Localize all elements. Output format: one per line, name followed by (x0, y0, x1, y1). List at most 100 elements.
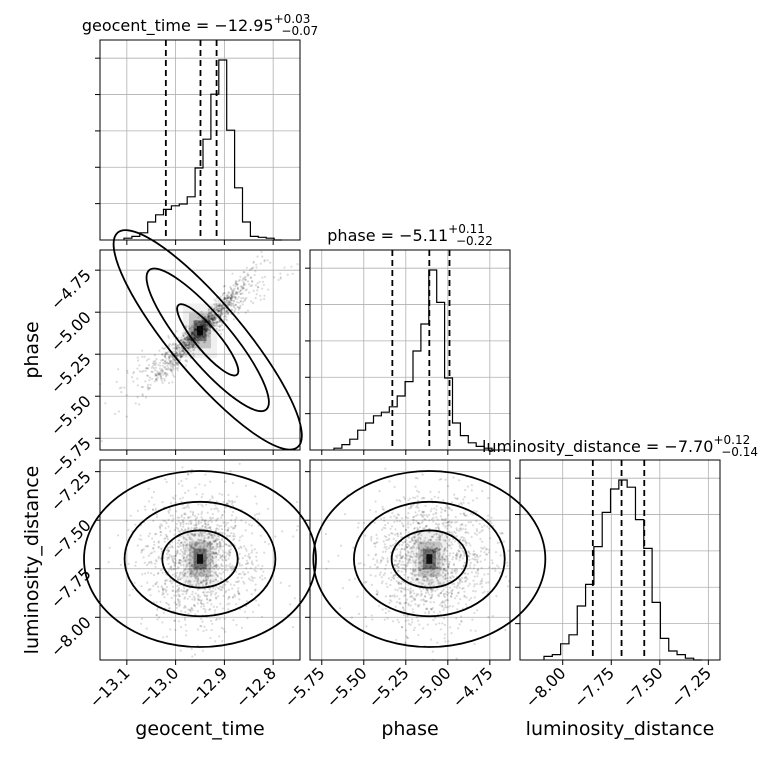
scatter-point (261, 287, 264, 290)
scatter-point (213, 564, 216, 568)
scatter-point (459, 554, 463, 557)
scatter-point (421, 553, 424, 556)
scatter-point (370, 614, 373, 617)
scatter-point (202, 319, 205, 322)
scatter-point (180, 528, 183, 531)
scatter-point (190, 568, 193, 571)
scatter-point (485, 581, 488, 584)
scatter-point (439, 535, 442, 538)
scatter-point (180, 589, 183, 592)
scatter-point (190, 526, 193, 530)
scatter-point (176, 344, 179, 347)
scatter-point (432, 562, 435, 565)
scatter-point (420, 565, 423, 568)
scatter-point (158, 371, 162, 374)
scatter-point (398, 602, 401, 605)
scatter-point (237, 306, 240, 309)
scatter-point (168, 553, 171, 556)
scatter-point (156, 618, 159, 621)
scatter-point (120, 391, 123, 394)
scatter-point (244, 278, 248, 281)
scatter-point (409, 572, 412, 575)
y-axis-label-luminosity-distance: luminosity_distance (21, 466, 43, 655)
scatter-point (442, 581, 445, 584)
scatter-point (164, 590, 168, 593)
scatter-point (404, 594, 407, 597)
scatter-point (439, 534, 442, 537)
scatter-point (211, 323, 214, 326)
scatter-point (203, 320, 206, 323)
scatter-point (206, 323, 209, 327)
contour-level-3 (161, 529, 239, 589)
scatter-point (232, 532, 235, 536)
scatter-point (164, 537, 167, 540)
scatter-point (242, 277, 245, 280)
scatter-point (205, 579, 208, 582)
scatter-point (434, 548, 437, 551)
scatter-point (175, 351, 178, 355)
scatter-point (163, 537, 166, 540)
scatter-point (226, 569, 229, 572)
scatter-point (155, 613, 158, 617)
scatter-point (446, 593, 449, 597)
scatter-point (210, 312, 213, 315)
scatter-point (145, 564, 148, 567)
scatter-point (430, 535, 433, 539)
scatter-point (444, 510, 447, 513)
scatter-point (155, 515, 159, 519)
scatter-point (175, 346, 178, 349)
scatter-point (244, 283, 247, 286)
tick-layer (95, 57, 709, 665)
scatter-point (412, 496, 415, 499)
scatter-point (215, 519, 218, 523)
scatter-point (231, 296, 234, 299)
scatter-point (175, 522, 178, 526)
scatter-point (220, 572, 223, 576)
scatter-point (136, 509, 139, 512)
scatter-point (435, 576, 438, 579)
scatter-point (468, 582, 471, 586)
scatter-point (215, 545, 218, 548)
scatter-point (188, 327, 191, 330)
scatter-point (160, 377, 163, 380)
scatter-point (230, 569, 233, 572)
scatter-point (442, 592, 445, 596)
scatter-point (216, 305, 219, 308)
scatter-point (450, 592, 453, 595)
scatter-point (199, 568, 202, 571)
scatter-point (473, 553, 476, 556)
scatter-point (426, 545, 429, 549)
scatter-point (259, 294, 262, 297)
scatter-point (211, 321, 214, 324)
scatter-point (202, 323, 205, 326)
scatter-point (172, 358, 175, 361)
scatter-point (415, 506, 418, 509)
scatter-point (224, 298, 227, 301)
scatter-point (462, 551, 465, 554)
scatter-point (189, 558, 192, 562)
scatter-point (178, 352, 181, 355)
scatter-point (221, 304, 224, 307)
scatter-point (164, 371, 167, 375)
scatter-point (149, 552, 152, 555)
scatter-point (467, 550, 470, 553)
scatter-point (424, 591, 428, 594)
scatter-point (405, 553, 408, 557)
scatter-point (224, 301, 227, 304)
scatter-point (199, 625, 202, 628)
scatter-point (228, 291, 231, 294)
x-axis-label-geocent-time: geocent_time (135, 718, 264, 740)
scatter-point (155, 378, 158, 381)
scatter-point (224, 521, 227, 524)
scatter-point (204, 519, 207, 522)
scatter-point (227, 296, 230, 299)
scatter-point (376, 591, 379, 594)
scatter-point (250, 300, 253, 303)
scatter-point (170, 365, 173, 368)
scatter-point (185, 344, 188, 347)
scatter-point (244, 311, 247, 314)
scatter-point (245, 600, 248, 603)
scatter-point (172, 560, 175, 563)
scatter-point (207, 315, 210, 318)
scatter-point (399, 552, 402, 555)
